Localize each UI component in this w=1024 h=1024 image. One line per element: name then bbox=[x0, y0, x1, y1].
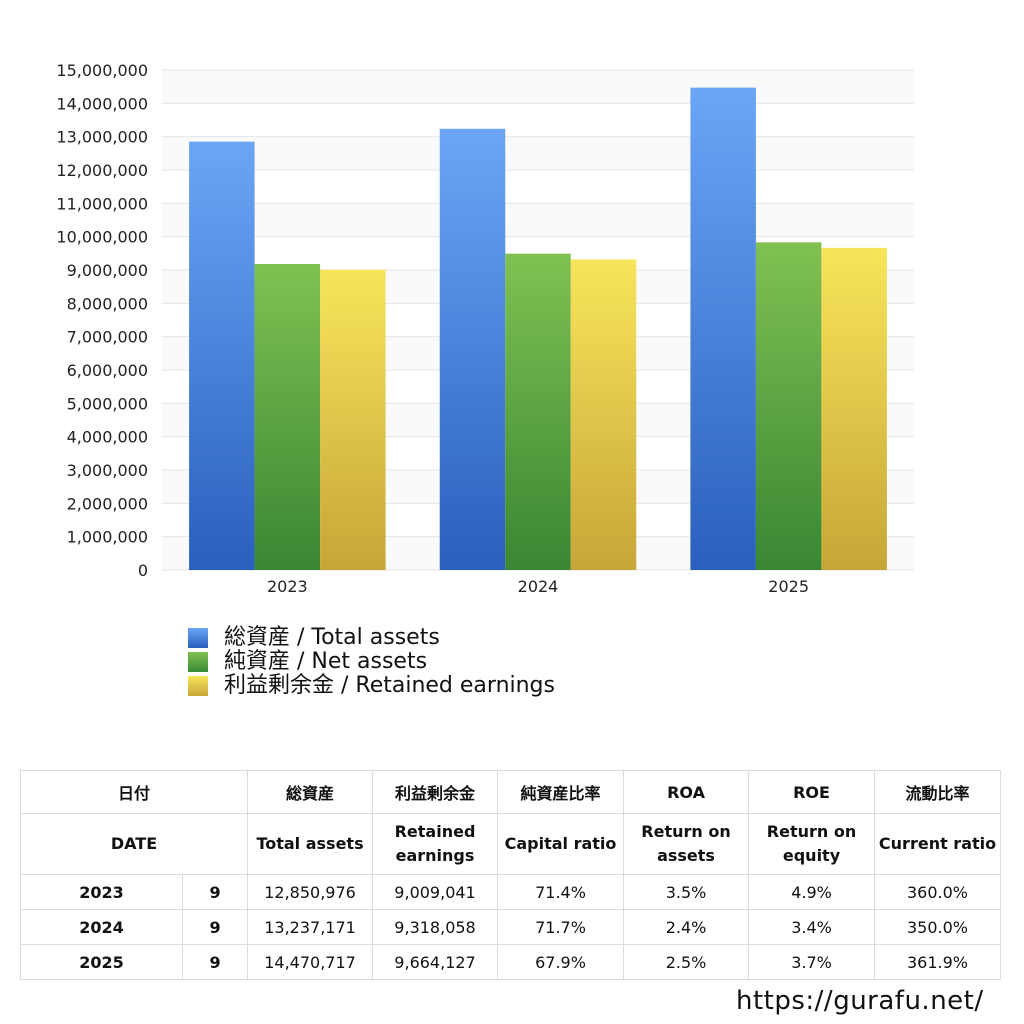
header-row-en: DATE Total assets Retained earnings Capit… bbox=[19, 813, 1002, 875]
row-month: 9 bbox=[181, 909, 249, 945]
legend-label: 総資産 / Total assets bbox=[224, 625, 440, 650]
row-retained: 9,318,058 bbox=[372, 909, 499, 945]
row-current-ratio: 360.0% bbox=[874, 874, 1002, 910]
y-tick-label: 1,000,000 bbox=[67, 528, 148, 547]
header-current-ratio-jp: 流動比率 bbox=[874, 770, 1002, 814]
site-url[interactable]: https://gurafu.net/ bbox=[736, 986, 984, 1016]
row-current-ratio: 361.9% bbox=[874, 944, 1002, 980]
header-date-en: DATE bbox=[19, 813, 249, 875]
row-roa: 2.5% bbox=[623, 944, 750, 980]
row-year: 2025 bbox=[20, 944, 183, 980]
legend-label: 純資産 / Net assets bbox=[224, 649, 428, 674]
table-row: 2023 9 12,850,976 9,009,041 71.4% 3.5% 4… bbox=[20, 874, 1002, 910]
row-month: 9 bbox=[181, 944, 249, 980]
grid-band bbox=[162, 203, 914, 237]
row-year: 2023 bbox=[20, 874, 183, 910]
y-tick-label: 11,000,000 bbox=[56, 194, 148, 213]
bar bbox=[690, 87, 756, 571]
header-roe-jp: ROE bbox=[748, 770, 876, 814]
legend-item-retained-earnings: 利益剰余金 / Retained earnings bbox=[188, 674, 555, 698]
row-roe: 3.4% bbox=[748, 909, 876, 945]
x-axis-ticks: 2023 2024 2025 bbox=[267, 577, 809, 596]
header-roe-en: Return on equity bbox=[748, 813, 876, 875]
bar bbox=[505, 253, 571, 570]
row-roe: 3.7% bbox=[748, 944, 876, 980]
y-tick-label: 9,000,000 bbox=[67, 261, 148, 280]
y-tick-label: 14,000,000 bbox=[56, 94, 148, 113]
legend-item-net-assets: 純資産 / Net assets bbox=[188, 650, 555, 674]
legend-label: 利益剰余金 / Retained earnings bbox=[224, 673, 555, 698]
bar bbox=[320, 269, 386, 570]
header-total-assets-jp: 総資産 bbox=[247, 770, 374, 814]
y-tick-label: 7,000,000 bbox=[67, 328, 148, 347]
row-retained: 9,664,127 bbox=[372, 944, 499, 980]
y-tick-label: 5,000,000 bbox=[67, 394, 148, 413]
bar bbox=[254, 264, 321, 570]
row-capital-ratio: 71.7% bbox=[497, 909, 625, 945]
x-tick-label: 2023 bbox=[267, 577, 308, 596]
y-tick-label: 15,000,000 bbox=[56, 61, 148, 80]
legend-item-total-assets: 総資産 / Total assets bbox=[188, 626, 555, 650]
row-year: 2024 bbox=[20, 909, 183, 945]
header-roa-en: Return on assets bbox=[623, 813, 750, 875]
grid-band bbox=[162, 136, 914, 170]
x-tick-label: 2024 bbox=[518, 577, 559, 596]
financial-table: 日付 総資産 利益剰余金 純資産比率 ROA ROE 流動比率 DATE Tot… bbox=[19, 770, 1002, 980]
row-total-assets: 14,470,717 bbox=[247, 944, 374, 980]
y-tick-label: 10,000,000 bbox=[56, 228, 148, 247]
header-date-jp: 日付 bbox=[19, 770, 249, 814]
y-tick-label: 13,000,000 bbox=[56, 128, 148, 147]
bar bbox=[439, 128, 506, 570]
bar-chart: 0 1,000,000 2,000,000 3,000,000 4,000,000 5,0… bbox=[56, 61, 914, 596]
row-retained: 9,009,041 bbox=[372, 874, 499, 910]
row-roa: 2.4% bbox=[623, 909, 750, 945]
y-tick-label: 0 bbox=[138, 561, 148, 580]
row-roa: 3.5% bbox=[623, 874, 750, 910]
row-capital-ratio: 67.9% bbox=[497, 944, 625, 980]
header-capital-ratio-jp: 純資産比率 bbox=[497, 770, 625, 814]
row-capital-ratio: 71.4% bbox=[497, 874, 625, 910]
row-total-assets: 13,237,171 bbox=[247, 909, 374, 945]
legend-swatch-green bbox=[188, 652, 208, 672]
table-row: 2025 9 14,470,717 9,664,127 67.9% 2.5% 3… bbox=[20, 944, 1002, 980]
y-tick-label: 2,000,000 bbox=[67, 494, 148, 513]
legend: 総資産 / Total assets 純資産 / Net assets 利益剰余… bbox=[188, 626, 555, 698]
y-axis-ticks: 0 1,000,000 2,000,000 3,000,000 4,000,000 5,0… bbox=[56, 61, 148, 580]
bar bbox=[189, 141, 255, 570]
header-capital-ratio-en: Capital ratio bbox=[497, 813, 625, 875]
y-tick-label: 8,000,000 bbox=[67, 294, 148, 313]
y-tick-label: 4,000,000 bbox=[67, 428, 148, 447]
row-total-assets: 12,850,976 bbox=[247, 874, 374, 910]
grid-band bbox=[162, 70, 914, 104]
header-row-jp: 日付 総資産 利益剰余金 純資産比率 ROA ROE 流動比率 bbox=[19, 770, 1002, 814]
row-month: 9 bbox=[181, 874, 249, 910]
row-roe: 4.9% bbox=[748, 874, 876, 910]
y-tick-label: 3,000,000 bbox=[67, 461, 148, 480]
bar bbox=[755, 242, 822, 571]
header-retained-jp: 利益剰余金 bbox=[372, 770, 499, 814]
y-tick-label: 12,000,000 bbox=[56, 161, 148, 180]
y-tick-label: 6,000,000 bbox=[67, 361, 148, 380]
header-total-assets-en: Total assets bbox=[247, 813, 374, 875]
header-roa-jp: ROA bbox=[623, 770, 750, 814]
legend-swatch-blue bbox=[188, 628, 208, 648]
bar bbox=[570, 259, 637, 570]
header-retained-en: Retained earnings bbox=[372, 813, 499, 875]
x-tick-label: 2025 bbox=[768, 577, 809, 596]
table-row: 2024 9 13,237,171 9,318,058 71.7% 2.4% 3… bbox=[20, 909, 1002, 945]
bar bbox=[821, 247, 887, 570]
row-current-ratio: 350.0% bbox=[874, 909, 1002, 945]
header-current-ratio-en: Current ratio bbox=[874, 813, 1002, 875]
bars bbox=[189, 87, 887, 571]
legend-swatch-yellow bbox=[188, 676, 208, 696]
